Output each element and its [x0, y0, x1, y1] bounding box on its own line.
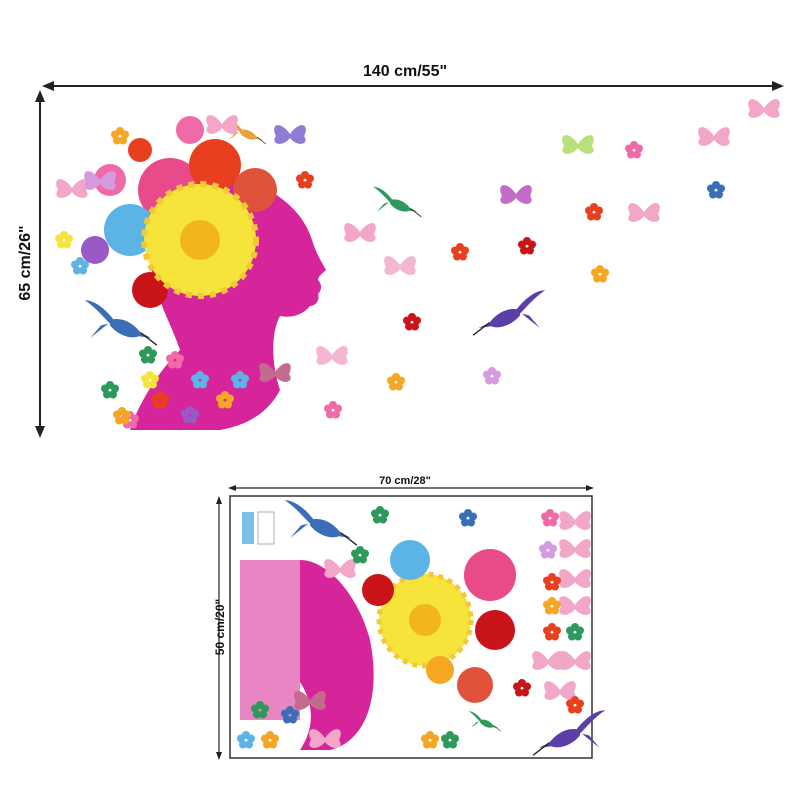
sheet-content [237, 499, 606, 756]
height-label: 65 cm/26" [17, 225, 34, 301]
hummingbird-middle [372, 186, 422, 218]
sunflower [141, 181, 259, 299]
hummingbird-right [472, 289, 546, 336]
height-dimension-line [35, 90, 45, 438]
sheet-height-label: 50 cm/20" [213, 598, 227, 656]
width-dimension-line [42, 81, 784, 91]
width-label: 140 cm/55" [362, 63, 448, 80]
sheet-width-label: 70 cm/28" [379, 475, 431, 487]
floral-hair [81, 116, 277, 308]
